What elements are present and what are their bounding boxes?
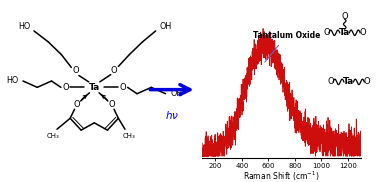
Text: HO: HO [18, 22, 30, 31]
Text: HO: HO [6, 76, 18, 86]
Text: CH₃: CH₃ [123, 133, 136, 139]
Text: O: O [111, 66, 117, 75]
Text: O: O [341, 12, 348, 21]
Text: O: O [364, 77, 370, 86]
Text: O: O [360, 28, 366, 37]
Text: CH₃: CH₃ [46, 133, 59, 139]
Text: Ta: Ta [89, 83, 100, 92]
Text: Ta: Ta [339, 28, 350, 37]
Text: Tantalum Oxide: Tantalum Oxide [253, 31, 320, 62]
Text: Ta: Ta [343, 77, 355, 86]
Text: O: O [323, 28, 330, 37]
Text: O: O [119, 83, 126, 92]
Text: O: O [73, 100, 80, 109]
X-axis label: Raman Shift (cm$^{-1}$): Raman Shift (cm$^{-1}$) [243, 170, 320, 182]
Text: O: O [108, 100, 115, 109]
Text: $h\nu$: $h\nu$ [165, 109, 179, 121]
Text: OH: OH [170, 89, 183, 98]
Text: O: O [327, 77, 334, 86]
Text: OH: OH [160, 22, 172, 31]
Text: O: O [62, 83, 69, 92]
Text: O: O [72, 66, 79, 76]
